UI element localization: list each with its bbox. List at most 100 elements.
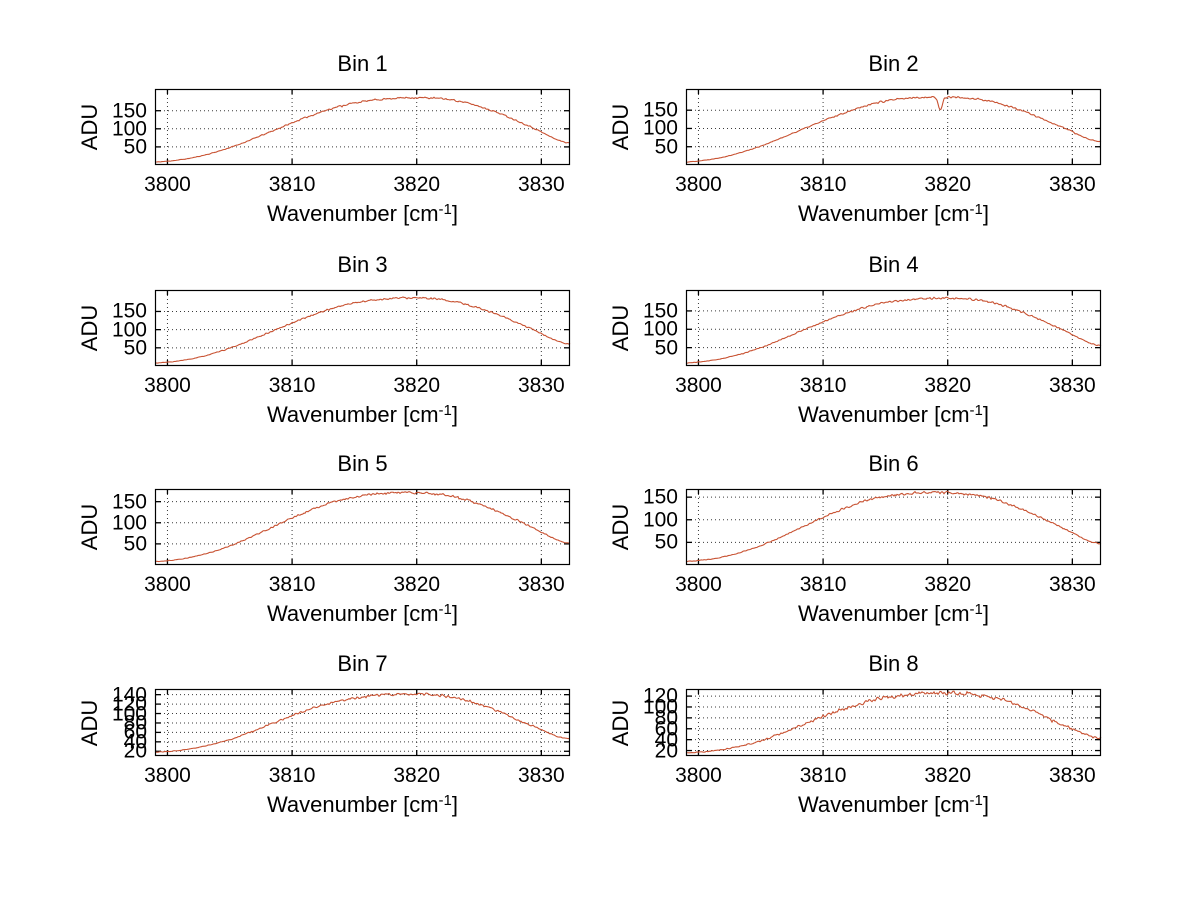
x-tick-label: 3830	[1048, 764, 1096, 787]
x-axis-label-post: ]	[451, 402, 459, 427]
data-line	[685, 490, 1102, 563]
x-tick-label: 3830	[517, 374, 565, 397]
data-line	[685, 296, 1102, 364]
subplot-title: Bin 6	[868, 451, 919, 476]
y-tick-label: 100	[111, 318, 147, 342]
x-axis-label: Wavenumber [cm-1]	[155, 792, 570, 817]
x-tick-label: 3820	[393, 173, 441, 196]
x-axis-label: Wavenumber [cm-1]	[686, 601, 1101, 626]
y-tick-label: 100	[642, 317, 678, 341]
x-tick-label: 3820	[924, 573, 972, 596]
x-tick-label: 3800	[144, 764, 191, 787]
y-axis-label: ADU	[608, 89, 634, 165]
x-tick-label: 3800	[144, 573, 191, 596]
data-line	[685, 690, 1102, 754]
x-axis-label-post: ]	[982, 601, 990, 626]
x-tick-label: 3800	[675, 573, 722, 596]
y-tick-label: 150	[642, 98, 678, 122]
x-axis-label: Wavenumber [cm-1]	[155, 601, 570, 626]
y-tick-label: 100	[642, 508, 678, 532]
y-tick-label: 50	[654, 336, 678, 360]
plot-area	[685, 289, 1102, 367]
x-axis-label-superscript: -1	[438, 792, 452, 809]
y-axis-label-text: ADU	[608, 304, 634, 352]
x-tick-label: 3800	[675, 374, 722, 397]
axis-box	[685, 488, 1102, 566]
y-tick-label: 80	[654, 706, 678, 730]
subplot-title: Bin 1	[337, 51, 388, 76]
y-tick-label: 120	[642, 684, 678, 708]
y-axis-label-text: ADU	[77, 699, 103, 746]
y-tick-label: 150	[642, 299, 678, 323]
x-tick-label: 3800	[675, 173, 722, 196]
subplot-title: Bin 5	[337, 451, 388, 476]
plot-area	[685, 488, 1102, 566]
y-tick-label: 150	[642, 485, 678, 509]
y-axis-label: ADU	[608, 489, 634, 565]
y-tick-label: 100	[642, 116, 678, 140]
y-tick-label: 60	[654, 717, 678, 741]
y-axis-label-text: ADU	[77, 304, 103, 352]
x-axis-label-superscript: -1	[969, 201, 983, 218]
y-tick-label: 50	[654, 530, 678, 554]
y-tick-label: 20	[123, 739, 147, 763]
subplot-bin-4: Bin 4 ADU Wavenumber [cm-1] 50 100 150 3800…	[608, 252, 1102, 426]
y-tick-label: 50	[654, 135, 678, 159]
subplot-bin-8: Bin 8 ADU Wavenumber [cm-1] 20 40 60 80 100 1…	[608, 651, 1102, 816]
subplot-bin-5: Bin 5 ADU Wavenumber [cm-1] 50 100 150 3800…	[77, 451, 571, 625]
x-axis-label-superscript: -1	[438, 601, 452, 618]
x-tick-label: 3810	[268, 764, 316, 787]
x-axis-label-pre: Wavenumber [cm	[266, 792, 439, 817]
y-tick-label: 100	[111, 117, 147, 141]
data-line	[685, 95, 1102, 163]
y-tick-label: 50	[123, 336, 147, 360]
y-axis-label: ADU	[77, 689, 103, 756]
data-line	[154, 96, 571, 163]
x-tick-label: 3830	[517, 764, 565, 787]
y-tick-label: 40	[654, 728, 678, 752]
y-tick-label: 150	[111, 99, 147, 123]
y-tick-label: 140	[111, 683, 147, 707]
x-tick-label: 3810	[799, 374, 847, 397]
axis-box	[685, 688, 1102, 757]
x-axis-label-pre: Wavenumber [cm	[266, 601, 439, 626]
x-axis-label-post: ]	[451, 201, 459, 226]
y-axis-label-text: ADU	[608, 103, 634, 151]
subplot-bin-6: Bin 6 ADU Wavenumber [cm-1] 50 100 150 3800…	[608, 451, 1102, 625]
y-tick-label: 80	[123, 711, 147, 735]
x-axis-label-pre: Wavenumber [cm	[797, 792, 970, 817]
plot-area	[154, 688, 571, 757]
subplot-bin-3: Bin 3 ADU Wavenumber [cm-1] 50 100 150 3800…	[77, 252, 571, 426]
axis-box	[685, 88, 1102, 166]
x-axis-label-pre: Wavenumber [cm	[797, 601, 970, 626]
x-axis-label-pre: Wavenumber [cm	[266, 201, 439, 226]
data-line	[154, 296, 571, 364]
x-tick-label: 3820	[393, 764, 441, 787]
subplot-bin-2: Bin 2 ADU Wavenumber [cm-1] 50 100 150 3800…	[608, 51, 1102, 225]
x-axis-label-post: ]	[982, 201, 990, 226]
y-tick-label: 100	[111, 702, 147, 726]
x-tick-label: 3830	[1048, 573, 1096, 596]
axis-box	[154, 88, 571, 166]
y-axis-label: ADU	[77, 290, 103, 366]
y-axis-label: ADU	[77, 489, 103, 565]
y-axis-label-text: ADU	[77, 103, 103, 151]
x-tick-label: 3820	[924, 173, 972, 196]
x-tick-label: 3800	[144, 374, 191, 397]
plot-area	[685, 688, 1102, 757]
y-axis-label: ADU	[77, 89, 103, 165]
y-tick-label: 40	[123, 730, 147, 754]
y-tick-label: 150	[111, 299, 147, 323]
y-axis-label: ADU	[608, 689, 634, 756]
x-tick-label: 3820	[393, 374, 441, 397]
x-axis-label-post: ]	[451, 601, 459, 626]
plot-area	[154, 488, 571, 566]
x-axis-label-post: ]	[982, 402, 990, 427]
x-axis-label-superscript: -1	[969, 601, 983, 618]
x-axis-label: Wavenumber [cm-1]	[686, 201, 1101, 226]
x-axis-label-post: ]	[451, 792, 459, 817]
x-tick-label: 3800	[675, 764, 722, 787]
subplot-title: Bin 8	[868, 651, 919, 676]
subplot-bin-1: Bin 1 ADU Wavenumber [cm-1] 50 100 150 3800…	[77, 51, 571, 225]
